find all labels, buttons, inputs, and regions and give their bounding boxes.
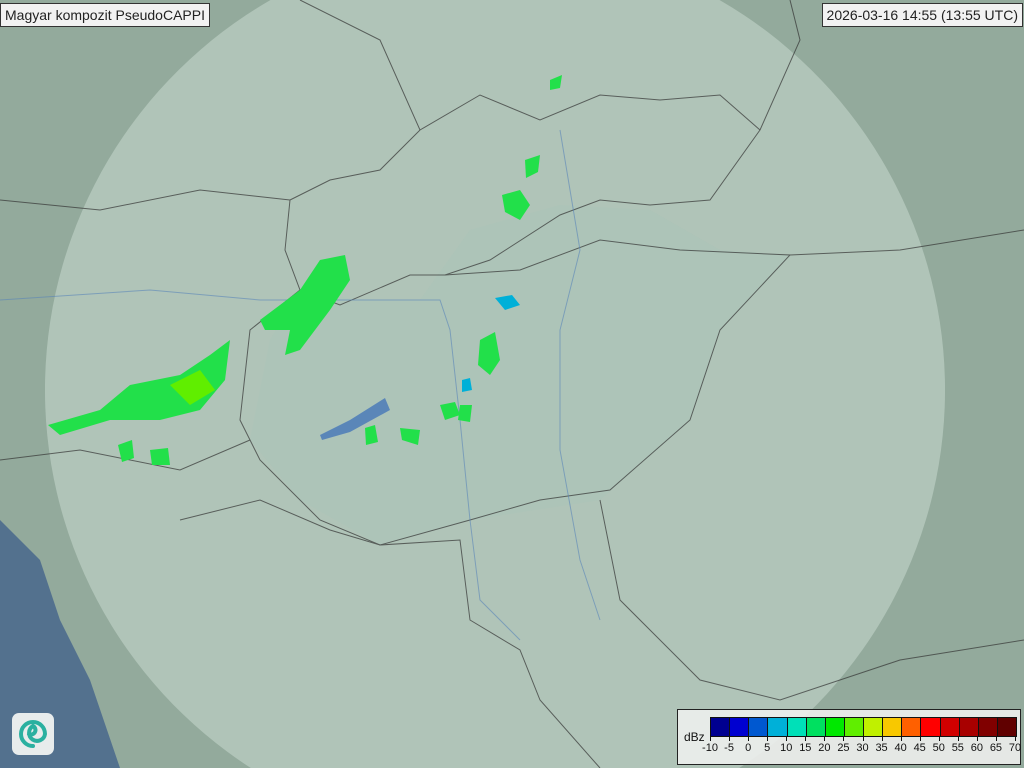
legend-swatch	[749, 718, 769, 736]
legend-tick-mark	[824, 736, 826, 741]
echo-cell	[462, 378, 472, 392]
legend-tick-label: 55	[951, 742, 964, 754]
legend-tick-label: 70	[1008, 742, 1022, 754]
legend-tick-mark	[957, 736, 959, 741]
legend-swatch	[902, 718, 922, 736]
echo-cell	[478, 332, 500, 375]
legend-swatch	[864, 718, 884, 736]
dbz-color-legend: dBz -10 -5 0 5 10 15 20 25 30 35 40 45 50 55 60 65 70	[677, 709, 1021, 765]
legend-tick-label: 65	[989, 742, 1003, 754]
legend-tick-label: 45	[913, 742, 926, 754]
lake-balaton	[320, 398, 390, 440]
echo-cell	[495, 295, 520, 310]
map-title: Magyar kompozit PseudoCAPPI	[0, 3, 210, 27]
legend-swatch	[711, 718, 731, 736]
legend-swatch	[787, 718, 807, 736]
rivers	[0, 129, 601, 641]
echo-cell	[440, 402, 460, 420]
legend-tick-mark	[1015, 736, 1016, 741]
legend-swatch	[844, 718, 864, 736]
legend-tick-label: 50	[932, 742, 945, 754]
legend-tick-mark	[900, 736, 902, 741]
legend-tick-mark	[748, 736, 750, 741]
legend-tick-label: 10	[780, 742, 793, 754]
legend-swatch	[940, 718, 960, 736]
legend-unit: dBz	[684, 730, 705, 744]
echo-cell	[260, 255, 350, 355]
echo-cell	[170, 370, 215, 405]
legend-tick-label: 30	[856, 742, 869, 754]
adriatic-sea	[0, 520, 120, 768]
legend-tick-mark	[919, 736, 921, 741]
legend-swatch	[768, 718, 788, 736]
echo-cell	[400, 428, 420, 445]
legend-swatch	[806, 718, 826, 736]
radar-echoes	[48, 75, 562, 465]
legend-swatch	[921, 718, 941, 736]
swirl-logo-icon	[12, 713, 54, 755]
legend-tick-label: -10	[702, 742, 718, 754]
legend-tick-label: 25	[837, 742, 850, 754]
legend-tick-mark	[786, 736, 788, 741]
legend-swatch	[997, 718, 1016, 736]
legend-tick-label: 15	[799, 742, 812, 754]
timestamp: 2026-03-16 14:55 (13:55 UTC)	[821, 3, 1023, 27]
legend-tick-label: 35	[875, 742, 888, 754]
legend-tick-mark	[938, 736, 940, 741]
legend-swatch	[730, 718, 750, 736]
legend-tick-label: 60	[970, 742, 983, 754]
legend-swatch	[825, 718, 845, 736]
hungary-lowland	[250, 205, 790, 545]
legend-tick-mark	[995, 736, 997, 741]
legend-tick-mark	[881, 736, 883, 741]
legend-tick-mark	[710, 736, 711, 741]
echo-cell	[365, 425, 378, 445]
echo-cell	[150, 448, 170, 465]
echo-cell	[550, 75, 562, 90]
legend-tick-label: 20	[818, 742, 831, 754]
echo-cell	[525, 155, 540, 178]
legend-tick-label: 40	[894, 742, 907, 754]
echo-cell	[502, 190, 530, 220]
legend-swatch	[959, 718, 979, 736]
echo-cell	[48, 340, 230, 435]
legend-swatch	[883, 718, 903, 736]
legend-tick-label: -5	[724, 742, 734, 754]
legend-tick-mark	[729, 736, 731, 741]
legend-tick-label: 0	[745, 742, 752, 754]
legend-color-bar	[710, 717, 1017, 737]
echo-cell	[118, 440, 134, 462]
echo-cell	[458, 405, 472, 422]
legend-tick-mark	[767, 736, 769, 741]
legend-tick-mark	[862, 736, 864, 741]
legend-tick-mark	[843, 736, 845, 741]
legend-tick-label: 5	[764, 742, 771, 754]
legend-tick-mark	[976, 736, 978, 741]
legend-swatch	[978, 718, 998, 736]
legend-tick-mark	[805, 736, 807, 741]
